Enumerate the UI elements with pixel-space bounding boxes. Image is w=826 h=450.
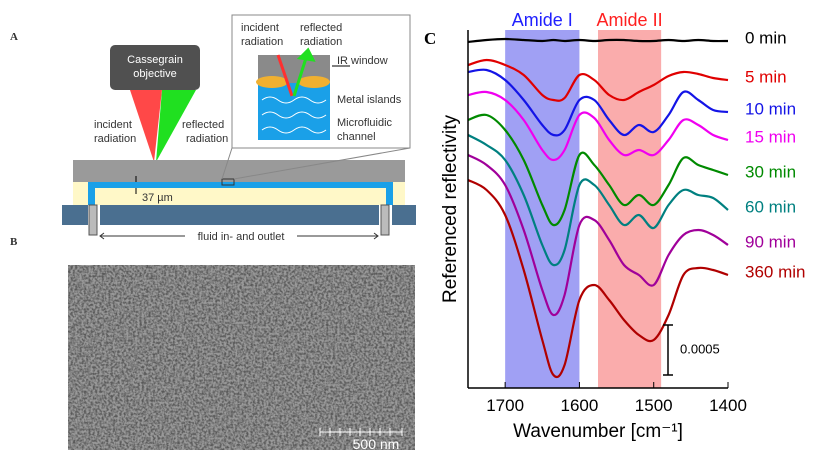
legend-label: 0 min xyxy=(745,28,787,47)
legend-label: 5 min xyxy=(745,67,787,86)
inset-label: Microfluidic xyxy=(337,117,393,129)
inset-label: incident xyxy=(241,22,279,34)
x-tick-label: 1400 xyxy=(709,396,747,415)
spectrum xyxy=(467,113,729,227)
band xyxy=(598,30,662,388)
panel-label: A xyxy=(10,31,18,43)
chart: Amide I Amide II 0 min 5 min 10 min 15 min 30 … xyxy=(440,10,805,442)
port xyxy=(380,204,390,236)
inset-incident xyxy=(276,54,294,97)
legend-label: 90 min xyxy=(745,232,796,251)
band-label: Amide I xyxy=(512,10,573,30)
spectrum xyxy=(467,179,729,379)
scale-bar-label: 0.0005 xyxy=(680,341,720,356)
legend-label: 15 min xyxy=(745,127,796,146)
inset-label: radiation xyxy=(300,36,342,48)
band-label: Amide II xyxy=(597,10,663,30)
inset-label: radiation xyxy=(241,36,283,48)
reflected-label: reflected xyxy=(182,119,224,131)
inset-label: IR window xyxy=(337,55,388,67)
x-tick-label: 1500 xyxy=(635,396,673,415)
zoom-line xyxy=(221,147,411,180)
reflected-label: radiation xyxy=(186,133,228,145)
ir-window xyxy=(73,160,405,182)
inset-label: Metal islands xyxy=(337,94,402,106)
objective xyxy=(110,45,200,90)
metal-island xyxy=(256,76,288,88)
x-tick-label: 1700 xyxy=(486,396,524,415)
thickness-label: 37 µm xyxy=(142,192,173,204)
inset-label: reflected xyxy=(300,22,342,34)
band xyxy=(505,30,580,388)
spectrum xyxy=(467,90,729,162)
x-axis-label: Wavenumber [cm⁻¹] xyxy=(513,421,683,442)
base xyxy=(100,205,379,225)
sem-scale-bar xyxy=(319,428,403,436)
spectrum xyxy=(467,68,729,137)
objective-label: Cassegrain xyxy=(127,54,183,66)
waves xyxy=(261,96,327,134)
legend-label: 30 min xyxy=(745,162,796,181)
zoom-box xyxy=(221,178,235,186)
inset-reflected xyxy=(292,47,316,97)
scale-bar xyxy=(663,324,673,376)
channel xyxy=(88,182,393,205)
sem-scale-label: 500 nm xyxy=(353,436,400,450)
incident-label: radiation xyxy=(94,133,136,145)
reflected-beam xyxy=(156,90,196,162)
incident-label: incident xyxy=(94,119,132,131)
inset-label: channel xyxy=(337,131,376,143)
spectrum xyxy=(467,37,729,44)
y-axis-label: Referenced reflectivity xyxy=(440,115,461,303)
base xyxy=(62,205,88,225)
spectrum xyxy=(467,154,729,317)
fluid-label: fluid in- and outlet xyxy=(198,231,285,243)
panel-label: B xyxy=(10,236,18,248)
objective-label: objective xyxy=(133,68,176,80)
legend-label: 10 min xyxy=(745,99,796,118)
diagram: A Cassegrain objective incident radiatio… xyxy=(10,14,416,450)
port xyxy=(88,204,98,236)
base xyxy=(392,205,416,225)
label-bg xyxy=(185,229,297,243)
sem-texture xyxy=(68,265,415,450)
spectrum xyxy=(467,58,729,102)
panel-label: C xyxy=(424,29,436,48)
metal-island xyxy=(298,76,330,88)
spectrum xyxy=(467,134,729,267)
incident-beam xyxy=(130,90,162,162)
legend-label: 360 min xyxy=(745,262,805,281)
x-tick-label: 1600 xyxy=(561,396,599,415)
legend-label: 60 min xyxy=(745,197,796,216)
